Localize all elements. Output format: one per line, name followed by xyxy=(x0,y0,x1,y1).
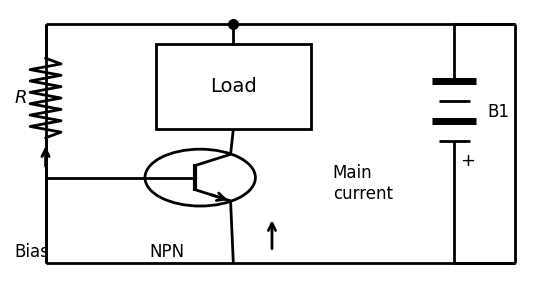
Text: NPN: NPN xyxy=(149,243,185,261)
Text: Bias: Bias xyxy=(14,243,49,261)
Text: Main
current: Main current xyxy=(332,164,393,203)
Text: Load: Load xyxy=(210,77,257,96)
Text: R: R xyxy=(14,89,27,107)
Text: B1: B1 xyxy=(487,103,509,121)
FancyBboxPatch shape xyxy=(156,44,311,129)
Text: +: + xyxy=(461,152,476,170)
